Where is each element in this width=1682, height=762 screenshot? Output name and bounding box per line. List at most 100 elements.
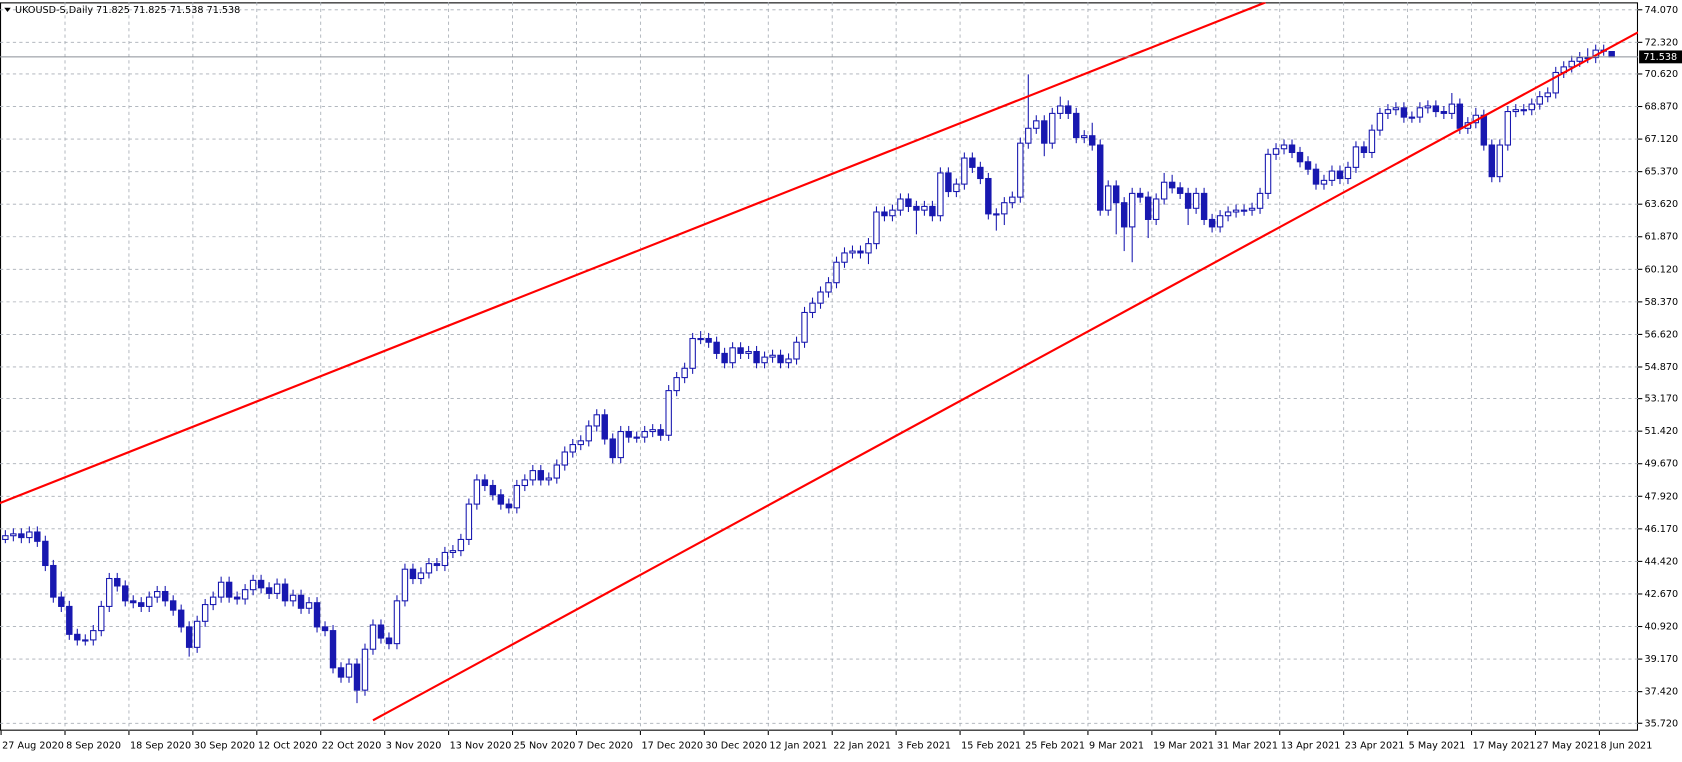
x-tick-label: 23 Apr 2021	[1345, 741, 1405, 752]
candle-body	[1312, 168, 1320, 185]
candle-body	[1328, 170, 1336, 181]
candle-body	[817, 291, 824, 304]
candle-body	[897, 198, 904, 211]
candle-body	[809, 302, 816, 314]
x-tick-label: 19 Mar 2021	[1153, 741, 1214, 752]
candle-body	[393, 600, 401, 645]
candle-body	[737, 347, 744, 354]
candle-body	[505, 503, 513, 509]
candle-body	[425, 563, 433, 574]
candle-body	[305, 602, 313, 609]
candle-body	[633, 436, 640, 439]
candle-body	[1057, 105, 1064, 114]
candle-body	[1152, 198, 1160, 220]
x-tick-label: 8 Sep 2020	[66, 741, 121, 752]
candle-body	[241, 589, 249, 600]
candle-body	[1304, 161, 1312, 170]
candle-body	[1576, 57, 1583, 62]
candle-body	[1184, 192, 1192, 209]
candle-body	[609, 438, 616, 459]
candle-body	[729, 347, 736, 364]
x-tick-label: 13 Apr 2021	[1281, 741, 1341, 752]
candle-body	[1073, 112, 1080, 139]
candle-body	[1176, 187, 1184, 194]
candle-body	[993, 213, 1000, 216]
candle-body	[649, 429, 656, 433]
candle-body	[433, 563, 441, 567]
x-tick-label: 27 Aug 2020	[2, 741, 64, 752]
candle-body	[1136, 192, 1144, 198]
candle-body	[225, 581, 233, 598]
candle-body	[1440, 111, 1448, 114]
y-tick-label: 46.170	[1644, 524, 1678, 535]
trendline	[0, 2, 1267, 505]
candle-body	[1168, 181, 1176, 189]
candle-body	[617, 431, 624, 459]
candle-body	[1512, 109, 1520, 113]
candle-body	[689, 337, 696, 369]
x-tick-label: 12 Oct 2020	[258, 741, 318, 752]
candle-body	[265, 587, 273, 594]
candle-body	[545, 477, 553, 481]
candle-body	[273, 583, 281, 594]
candle-body	[793, 341, 800, 360]
candle-body	[889, 209, 896, 217]
y-tick-label: 53.170	[1644, 394, 1678, 405]
candle-body	[1320, 179, 1328, 185]
candle-body	[537, 470, 545, 481]
x-tick-label: 5 May 2021	[1409, 741, 1466, 752]
candle-body	[1344, 166, 1352, 180]
y-tick-label: 37.420	[1644, 687, 1678, 698]
candle-body	[114, 577, 121, 587]
candle-body	[1400, 107, 1408, 118]
candle-body	[657, 429, 664, 436]
candle-body	[1216, 215, 1224, 228]
candle-body	[153, 591, 161, 598]
x-tick-label: 7 Dec 2020	[578, 741, 633, 752]
candle-body	[849, 250, 856, 254]
header-icon	[4, 7, 11, 12]
candle-body	[18, 533, 25, 539]
candle-body	[953, 183, 960, 193]
candle-body	[145, 596, 153, 607]
candle-body	[1296, 151, 1304, 163]
y-tick-label: 47.920	[1644, 491, 1678, 502]
candle-body	[361, 648, 369, 691]
candle-body	[66, 605, 73, 635]
candle-body	[841, 252, 848, 263]
candle-body	[1536, 96, 1543, 105]
candle-body	[1017, 142, 1024, 198]
candle-body	[1432, 105, 1440, 113]
candle-body	[449, 550, 457, 554]
candle-body	[50, 564, 57, 598]
candle-body	[74, 633, 81, 641]
candle-body	[34, 531, 41, 542]
candle-body	[185, 626, 193, 648]
candle-body	[345, 663, 353, 678]
plot-frame	[0, 2, 1639, 731]
candle-body	[977, 166, 984, 180]
candle-body	[937, 172, 944, 217]
candle-body	[665, 390, 672, 436]
candle-body	[985, 177, 992, 215]
candle-body	[1352, 146, 1360, 168]
candle-body	[913, 205, 920, 211]
candle-body	[1192, 192, 1200, 209]
candle-body	[1376, 112, 1384, 131]
x-tick-label: 3 Feb 2021	[897, 741, 951, 752]
candle-body	[417, 572, 425, 580]
candle-body	[521, 479, 529, 487]
candle-body	[313, 602, 321, 628]
candle-body	[1360, 146, 1368, 154]
candle-body	[1416, 107, 1424, 118]
candle-body	[1049, 112, 1056, 144]
candle-body	[489, 484, 497, 496]
candle-body	[945, 172, 952, 193]
candle-body	[1448, 103, 1456, 114]
y-tick-label: 70.620	[1644, 69, 1678, 80]
candle-body	[233, 596, 241, 600]
candle-body	[289, 594, 297, 602]
candle-body	[577, 440, 584, 446]
x-tick-label: 27 May 2021	[1537, 741, 1600, 752]
